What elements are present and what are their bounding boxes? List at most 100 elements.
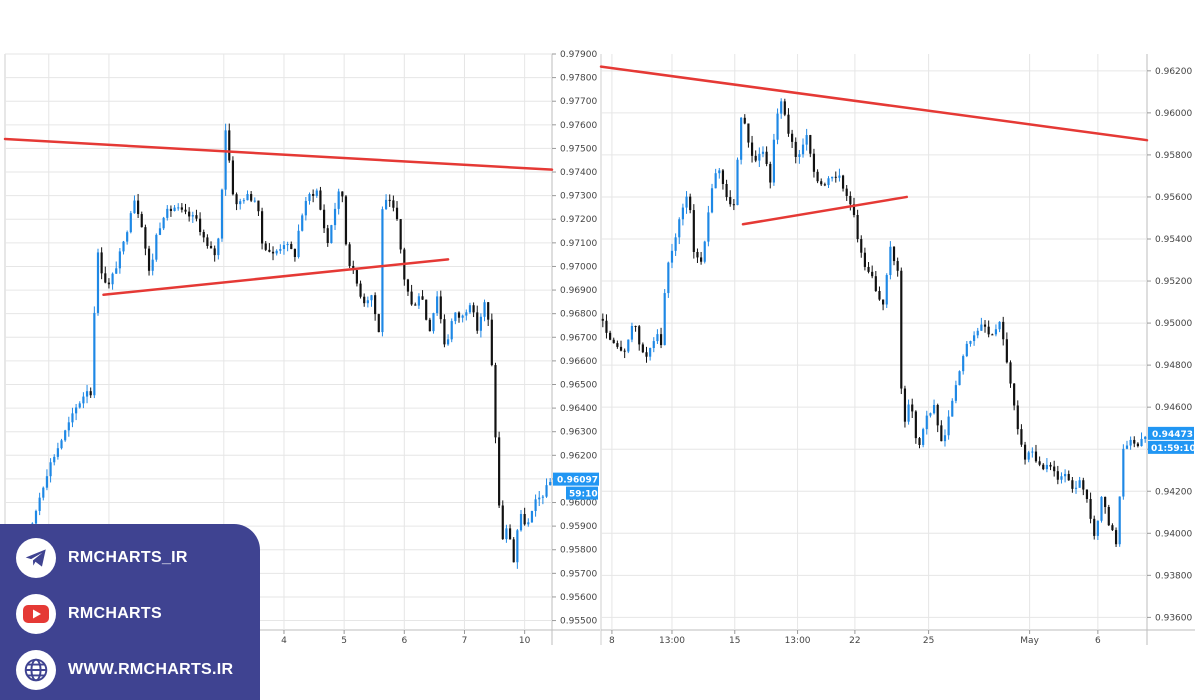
candle-body xyxy=(674,237,677,251)
y-tick-label: 0.97500 xyxy=(560,144,597,154)
candle-body xyxy=(973,335,976,342)
candle-body xyxy=(1133,439,1136,444)
candle-body xyxy=(545,485,548,497)
candle-body xyxy=(363,296,366,304)
candle-body xyxy=(166,208,169,218)
candle-body xyxy=(384,199,388,210)
candle-body xyxy=(601,318,604,321)
candle-body xyxy=(849,195,852,205)
candle-body xyxy=(878,291,881,300)
candle-body xyxy=(1100,496,1103,521)
x-tick-label: 13:00 xyxy=(785,636,811,646)
y-tick-label: 0.96900 xyxy=(560,286,597,296)
candle-body xyxy=(1020,429,1023,445)
candle-body xyxy=(834,176,837,178)
candle-body xyxy=(326,228,329,244)
candle-body xyxy=(414,304,417,306)
candle-body xyxy=(264,243,267,250)
candle-body xyxy=(465,312,468,316)
candle-body xyxy=(337,191,340,209)
candle-body xyxy=(377,314,380,333)
candle-body xyxy=(133,200,136,214)
candle-body xyxy=(100,252,103,274)
y-tick-label: 0.95700 xyxy=(560,569,597,579)
y-tick-label: 0.96400 xyxy=(560,404,597,414)
candle-body xyxy=(740,117,743,160)
candle-body xyxy=(1144,436,1147,439)
candle-body xyxy=(885,275,888,305)
y-tick-label: 0.94800 xyxy=(1155,361,1192,371)
y-tick-label: 0.95600 xyxy=(560,593,597,603)
candle-body xyxy=(787,114,790,134)
candle-body xyxy=(286,244,289,246)
candle-body xyxy=(177,207,180,209)
y-tick-label: 0.95500 xyxy=(560,617,597,627)
candle-body xyxy=(1023,444,1027,460)
y-tick-label: 0.97700 xyxy=(560,97,597,107)
candle-body xyxy=(293,248,297,258)
candle-body xyxy=(656,334,659,342)
social-panel: RMCHARTS_IR RMCHARTS WWW.RMCHARTS.IR xyxy=(0,524,260,700)
candle-body xyxy=(202,231,205,238)
countdown-badge xyxy=(566,486,598,500)
candle-body xyxy=(892,246,896,262)
candle-body xyxy=(42,487,45,498)
candle-body xyxy=(96,252,100,313)
candle-body xyxy=(67,422,70,431)
candle-body xyxy=(929,413,932,416)
y-tick-label: 0.97900 xyxy=(560,50,597,60)
candle-body xyxy=(812,153,816,172)
y-tick-label: 0.95200 xyxy=(1155,277,1192,287)
social-row-telegram[interactable]: RMCHARTS_IR xyxy=(16,538,188,578)
candle-body xyxy=(195,215,198,219)
candle-body xyxy=(936,404,939,426)
candle-body xyxy=(184,209,187,212)
x-tick-label: 13:00 xyxy=(659,636,685,646)
candle-body xyxy=(220,189,224,239)
candle-body xyxy=(1042,464,1045,470)
y-tick-label: 0.93600 xyxy=(1155,613,1192,623)
left-chart-panel: 0.97900 0.97800 0.97700 0.97600 0.97500 0.974… xyxy=(3,50,600,646)
candle-body xyxy=(721,170,725,184)
candle-body xyxy=(381,209,384,333)
candle-body xyxy=(729,197,732,205)
social-row-youtube[interactable]: RMCHARTS xyxy=(16,594,162,634)
candle-body xyxy=(856,214,859,240)
candle-body xyxy=(983,324,987,327)
y-tick-label: 0.96200 xyxy=(1155,67,1192,77)
candle-body xyxy=(820,181,823,185)
trend-line xyxy=(102,258,450,297)
candle-body xyxy=(476,312,479,331)
candle-body xyxy=(1053,466,1056,472)
y-tick-label: 0.97600 xyxy=(560,121,597,131)
candle-body xyxy=(34,510,38,524)
last-price-label: 0.96097 xyxy=(557,476,598,486)
candle-body xyxy=(943,435,947,442)
candle-body xyxy=(1111,525,1114,531)
candle-body xyxy=(1096,520,1099,536)
candle-body xyxy=(312,194,315,196)
social-row-website[interactable]: WWW.RMCHARTS.IR xyxy=(16,650,233,690)
candle-body xyxy=(612,339,615,344)
candle-body xyxy=(151,259,154,271)
candle-body xyxy=(758,153,761,161)
candle-body xyxy=(191,215,194,217)
candle-body xyxy=(1082,480,1085,490)
candle-body xyxy=(428,319,431,332)
candle-body xyxy=(355,270,358,284)
candle-body xyxy=(64,430,67,441)
candle-body xyxy=(678,219,681,238)
candle-body xyxy=(538,497,541,500)
candle-body xyxy=(425,299,428,320)
candle-body xyxy=(315,190,318,196)
candle-body xyxy=(188,211,191,217)
candle-body xyxy=(71,413,74,423)
x-tick-label: 10 xyxy=(519,636,531,646)
y-tick-label: 0.94600 xyxy=(1155,403,1192,413)
candle-body xyxy=(147,248,151,271)
candle-body xyxy=(1031,451,1034,453)
y-tick-label: 0.96800 xyxy=(560,310,597,320)
candle-body xyxy=(743,117,746,124)
candle-body xyxy=(794,141,797,157)
x-tick-label: 22 xyxy=(849,636,860,646)
